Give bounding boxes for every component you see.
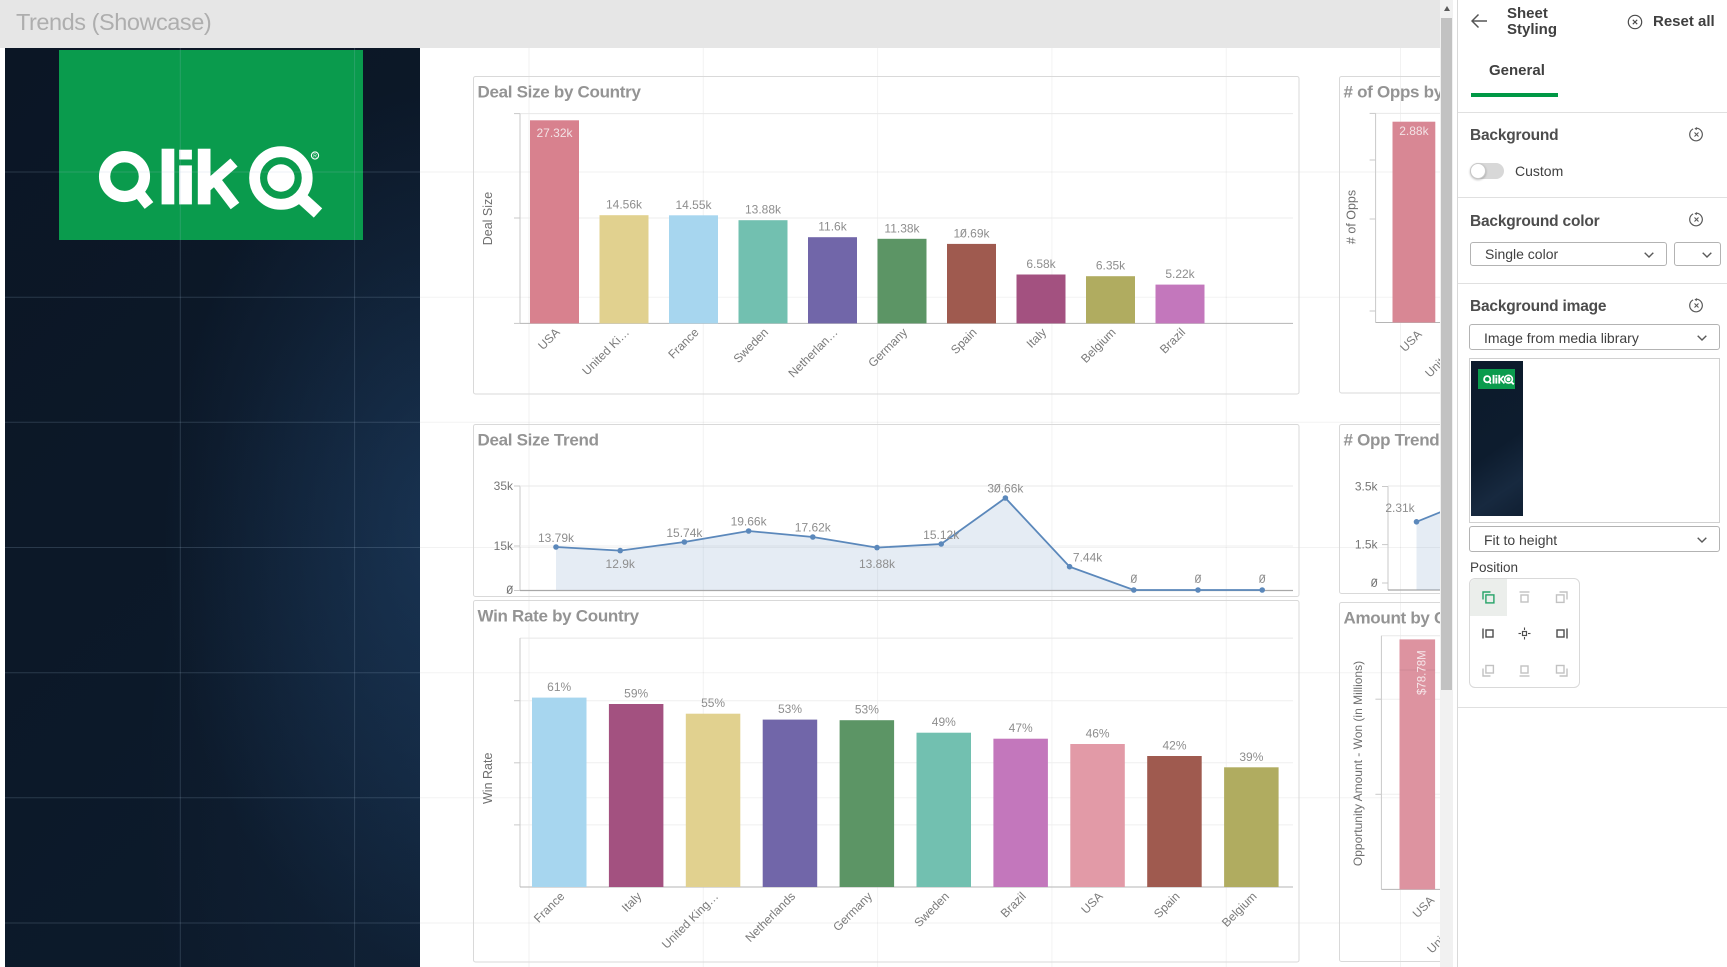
svg-text:46%: 46% xyxy=(1086,727,1110,741)
svg-text:49%: 49% xyxy=(932,715,956,729)
svg-text:10.69k: 10.69k xyxy=(953,226,990,240)
svg-text:59%: 59% xyxy=(624,687,648,701)
svg-text:6.58k: 6.58k xyxy=(1026,257,1056,271)
svg-text:17.62k: 17.62k xyxy=(795,521,832,535)
svg-text:# of Opps: # of Opps xyxy=(1345,190,1359,244)
svg-text:Deal Size by Country: Deal Size by Country xyxy=(478,83,642,102)
svg-text:15.12k: 15.12k xyxy=(923,528,960,542)
svg-text:USA: USA xyxy=(1410,893,1437,920)
svg-text:Netherlands: Netherlands xyxy=(742,889,798,945)
svg-text:Win Rate by Country: Win Rate by Country xyxy=(478,607,640,626)
svg-text:USA: USA xyxy=(535,325,562,352)
svg-text:France: France xyxy=(531,889,568,926)
svg-text:12.9k: 12.9k xyxy=(606,557,636,571)
svg-text:35k: 35k xyxy=(494,479,514,493)
svg-text:2.31k: 2.31k xyxy=(1385,501,1415,515)
svg-text:30.66k: 30.66k xyxy=(987,482,1024,496)
svg-text:Belgium: Belgium xyxy=(1078,325,1119,366)
svg-text:Sweden: Sweden xyxy=(911,889,952,930)
svg-text:USA: USA xyxy=(1078,889,1105,916)
svg-text:Netherlan…: Netherlan… xyxy=(785,325,840,380)
svg-text:USA: USA xyxy=(1397,327,1424,354)
svg-text:United Ki…: United Ki… xyxy=(1422,327,1440,380)
svg-text:Brazil: Brazil xyxy=(1157,325,1188,356)
svg-text:Italy: Italy xyxy=(619,889,644,914)
svg-text:# Opp Trend: # Opp Trend xyxy=(1344,431,1440,450)
svg-text:11.38k: 11.38k xyxy=(884,221,920,235)
svg-text:Deal Size: Deal Size xyxy=(481,192,495,246)
svg-text:$78.78M: $78.78M xyxy=(1417,650,1429,695)
svg-text:Germany: Germany xyxy=(830,889,875,934)
svg-text:7.44k: 7.44k xyxy=(1073,551,1103,565)
svg-text:61%: 61% xyxy=(547,680,571,694)
svg-text:6.35k: 6.35k xyxy=(1096,259,1126,273)
svg-text:Spain: Spain xyxy=(948,325,980,357)
svg-text:3.5k: 3.5k xyxy=(1355,480,1379,494)
svg-text:2.88k: 2.88k xyxy=(1399,124,1429,138)
svg-text:Opportunity Amount - Won (in M: Opportunity Amount - Won (in Millions) xyxy=(1351,661,1365,866)
svg-text:53%: 53% xyxy=(778,702,802,716)
svg-text:United Ki…: United Ki… xyxy=(579,325,632,378)
svg-text:France: France xyxy=(665,325,702,362)
svg-text:Italy: Italy xyxy=(1024,325,1049,350)
svg-text:15.74k: 15.74k xyxy=(666,526,703,540)
svg-text:27.32k: 27.32k xyxy=(536,126,573,140)
svg-text:14.55k: 14.55k xyxy=(675,198,712,212)
svg-text:United King…: United King… xyxy=(659,889,721,951)
svg-text:13.88k: 13.88k xyxy=(745,203,782,217)
svg-text:1.5k: 1.5k xyxy=(1355,538,1379,552)
svg-text:Sweden: Sweden xyxy=(731,325,772,366)
svg-text:13.79k: 13.79k xyxy=(538,531,575,545)
svg-text:13.88k: 13.88k xyxy=(859,557,896,571)
svg-text:5.22k: 5.22k xyxy=(1165,267,1195,281)
svg-text:Germany: Germany xyxy=(865,325,910,370)
svg-text:15k: 15k xyxy=(494,539,514,553)
svg-text:47%: 47% xyxy=(1009,721,1033,735)
svg-text:# of Opps by: # of Opps by xyxy=(1344,83,1441,102)
svg-text:39%: 39% xyxy=(1239,750,1263,764)
svg-text:Spain: Spain xyxy=(1151,889,1183,921)
svg-text:53%: 53% xyxy=(855,703,879,717)
svg-text:Win Rate: Win Rate xyxy=(481,753,495,804)
svg-text:Brazil: Brazil xyxy=(998,889,1029,920)
svg-text:Deal Size Trend: Deal Size Trend xyxy=(478,431,599,450)
svg-text:14.56k: 14.56k xyxy=(606,198,643,212)
svg-text:55%: 55% xyxy=(701,696,725,710)
svg-text:Amount by Co: Amount by Co xyxy=(1344,609,1441,628)
svg-text:42%: 42% xyxy=(1162,739,1186,753)
svg-text:Belgium: Belgium xyxy=(1219,889,1260,930)
svg-text:19.66k: 19.66k xyxy=(731,515,768,529)
svg-text:11.6k: 11.6k xyxy=(818,220,847,234)
svg-text:R: R xyxy=(313,154,317,160)
